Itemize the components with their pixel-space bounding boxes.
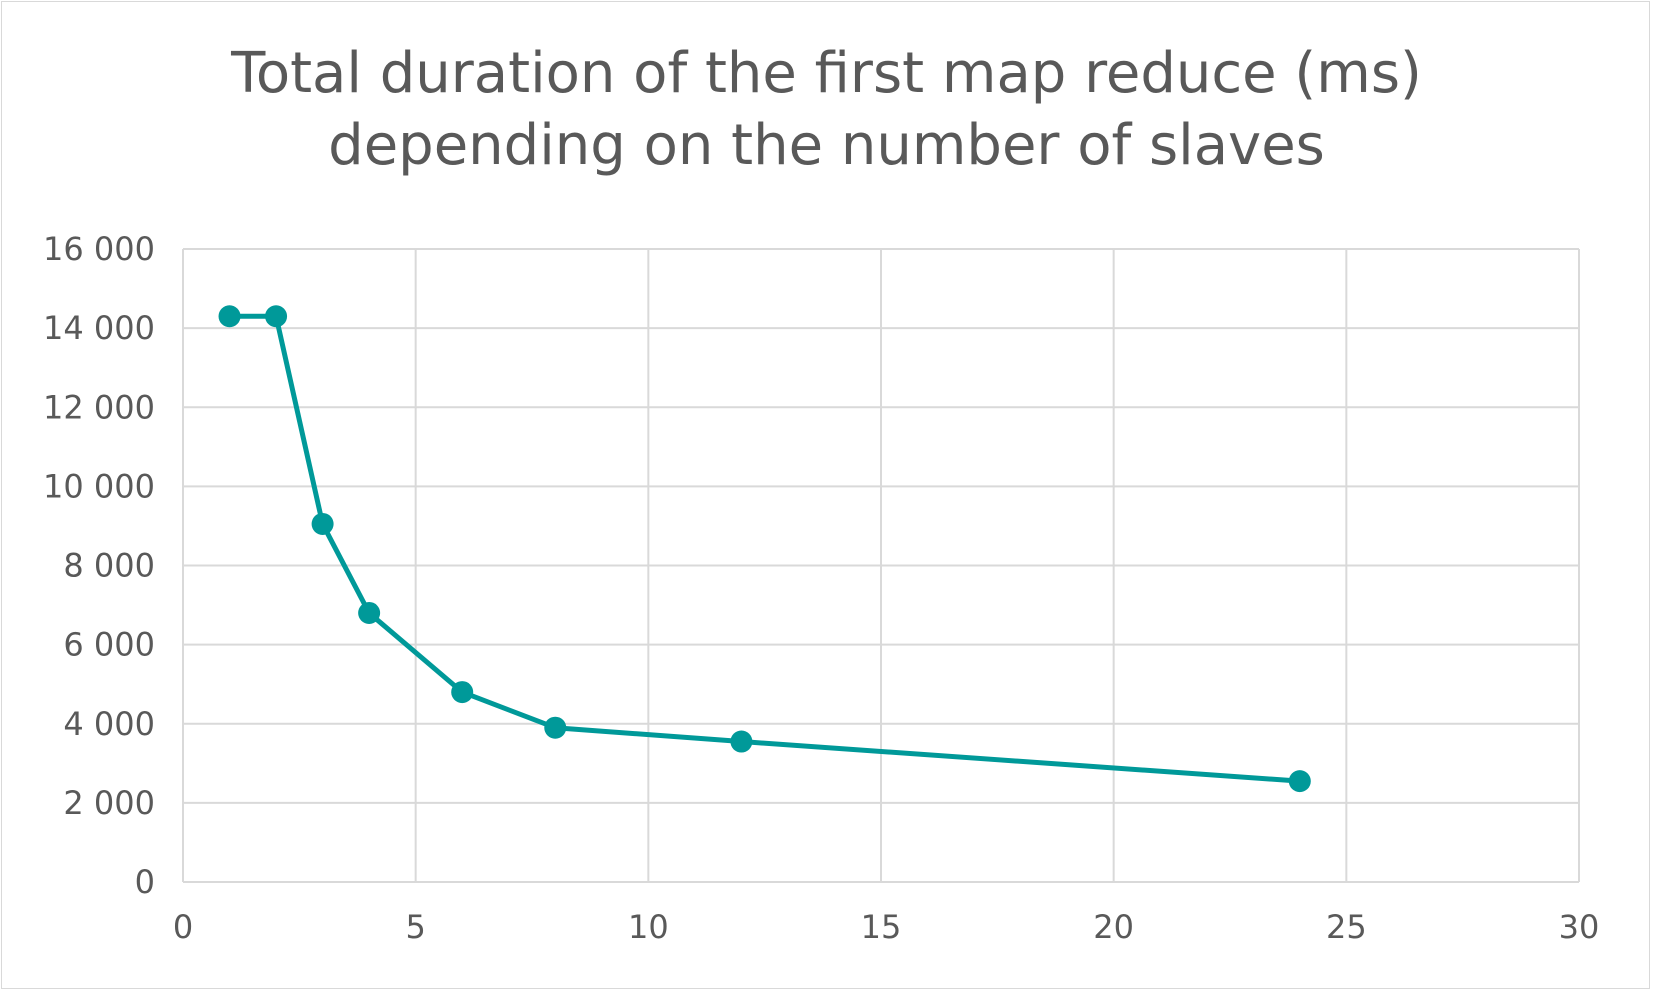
data-point (265, 305, 288, 328)
y-tick-label: 10 000 (43, 467, 155, 505)
data-point (311, 512, 334, 535)
chart-title-line-1: Total duration of the first map reduce (… (231, 41, 1422, 106)
data-point (730, 730, 753, 753)
data-point (451, 681, 474, 704)
series-line (229, 313, 1300, 784)
y-tick-label: 6 000 (63, 626, 155, 664)
y-tick-label: 0 (135, 863, 155, 901)
y-tick-label: 8 000 (63, 547, 155, 585)
chart-title-line-2: depending on the number of slaves (328, 113, 1325, 178)
y-tick-label: 14 000 (43, 309, 155, 347)
y-tick-label: 12 000 (43, 388, 155, 426)
x-tick-label: 0 (173, 908, 193, 946)
x-tick-label: 10 (628, 908, 669, 946)
x-tick-label: 15 (861, 908, 902, 946)
x-tick-label: 30 (1559, 908, 1600, 946)
y-tick-label: 16 000 (43, 230, 155, 268)
y-tick-label: 4 000 (63, 705, 155, 743)
data-point (1288, 770, 1311, 793)
data-point (544, 716, 567, 739)
data-point (358, 601, 381, 624)
x-tick-label: 5 (405, 908, 425, 946)
x-tick-label: 25 (1326, 908, 1367, 946)
data-point (218, 305, 241, 328)
y-tick-label: 2 000 (63, 784, 155, 822)
x-tick-label: 20 (1093, 908, 1134, 946)
chart-title: Total duration of the first map reduce (… (0, 38, 1653, 182)
